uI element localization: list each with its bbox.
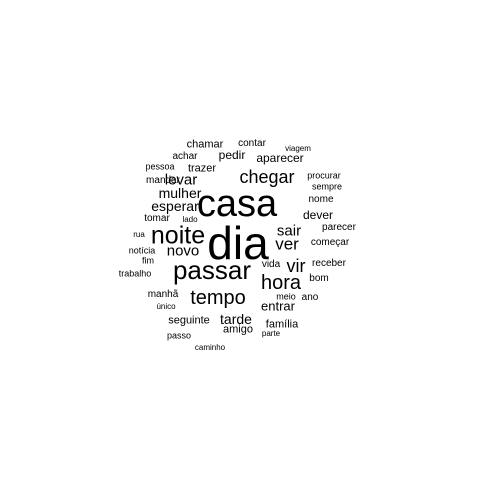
word-sempre: sempre bbox=[311, 181, 343, 192]
word-tempo: tempo bbox=[190, 287, 246, 309]
word-amigo: amigo bbox=[223, 323, 253, 336]
word-aparecer: aparecer bbox=[256, 151, 304, 165]
word-mandar: mandar bbox=[146, 175, 180, 186]
word-parecer: parecer bbox=[322, 222, 356, 233]
word-achar: achar bbox=[172, 151, 198, 162]
word-nome: nome bbox=[308, 194, 334, 205]
word-novo: novo bbox=[166, 242, 200, 260]
word-sair: sair bbox=[276, 222, 302, 240]
word-meio: meio bbox=[276, 291, 296, 302]
word-seguinte: seguinte bbox=[168, 314, 210, 327]
word-chegar: chegar bbox=[239, 167, 295, 187]
word-levar: levar bbox=[164, 171, 198, 189]
word-mulher: mulher bbox=[158, 185, 202, 201]
word-tarde: tarde bbox=[220, 311, 252, 327]
word-vir: vir bbox=[286, 256, 306, 276]
word-entrar: entrar bbox=[261, 298, 295, 314]
word-noite: noite bbox=[150, 221, 206, 250]
word-pessoa: pessoa bbox=[145, 161, 175, 172]
word-bom: bom bbox=[309, 273, 329, 284]
word-trabalho: trabalho bbox=[118, 268, 152, 279]
word-contar: contar bbox=[238, 138, 266, 149]
word-comecar: começar bbox=[310, 237, 350, 248]
word-lado: lado bbox=[182, 215, 198, 224]
word-chamar: chamar bbox=[186, 138, 224, 151]
word-esperar: esperar bbox=[151, 198, 199, 214]
word-viagem: viagem bbox=[285, 144, 311, 153]
word-dever: dever bbox=[302, 208, 334, 222]
word-pedir: pedir bbox=[218, 148, 246, 162]
word-ver: ver bbox=[275, 234, 299, 254]
word-passar: passar bbox=[172, 255, 252, 285]
word-ano: ano bbox=[301, 292, 319, 303]
word-receber: receber bbox=[312, 258, 346, 269]
word-parte: parte bbox=[261, 329, 281, 338]
word-tomar: tomar bbox=[144, 213, 170, 224]
word-fim: fim bbox=[142, 255, 154, 266]
word-procurar: procurar bbox=[307, 170, 341, 181]
word-caminho: caminho bbox=[194, 343, 226, 352]
word-casa: casa bbox=[196, 183, 278, 225]
word-unico: único bbox=[156, 302, 176, 311]
word-manha: manhã bbox=[147, 289, 179, 300]
word-passo: passo bbox=[166, 330, 192, 341]
word-rua: rua bbox=[133, 230, 145, 239]
word-dia: dia bbox=[207, 217, 269, 269]
word-vida: vida bbox=[261, 259, 281, 270]
word-noticia: notícia bbox=[128, 245, 156, 256]
word-hora: hora bbox=[260, 272, 302, 294]
word-trazer: trazer bbox=[187, 162, 217, 175]
word-familia: família bbox=[265, 318, 299, 331]
